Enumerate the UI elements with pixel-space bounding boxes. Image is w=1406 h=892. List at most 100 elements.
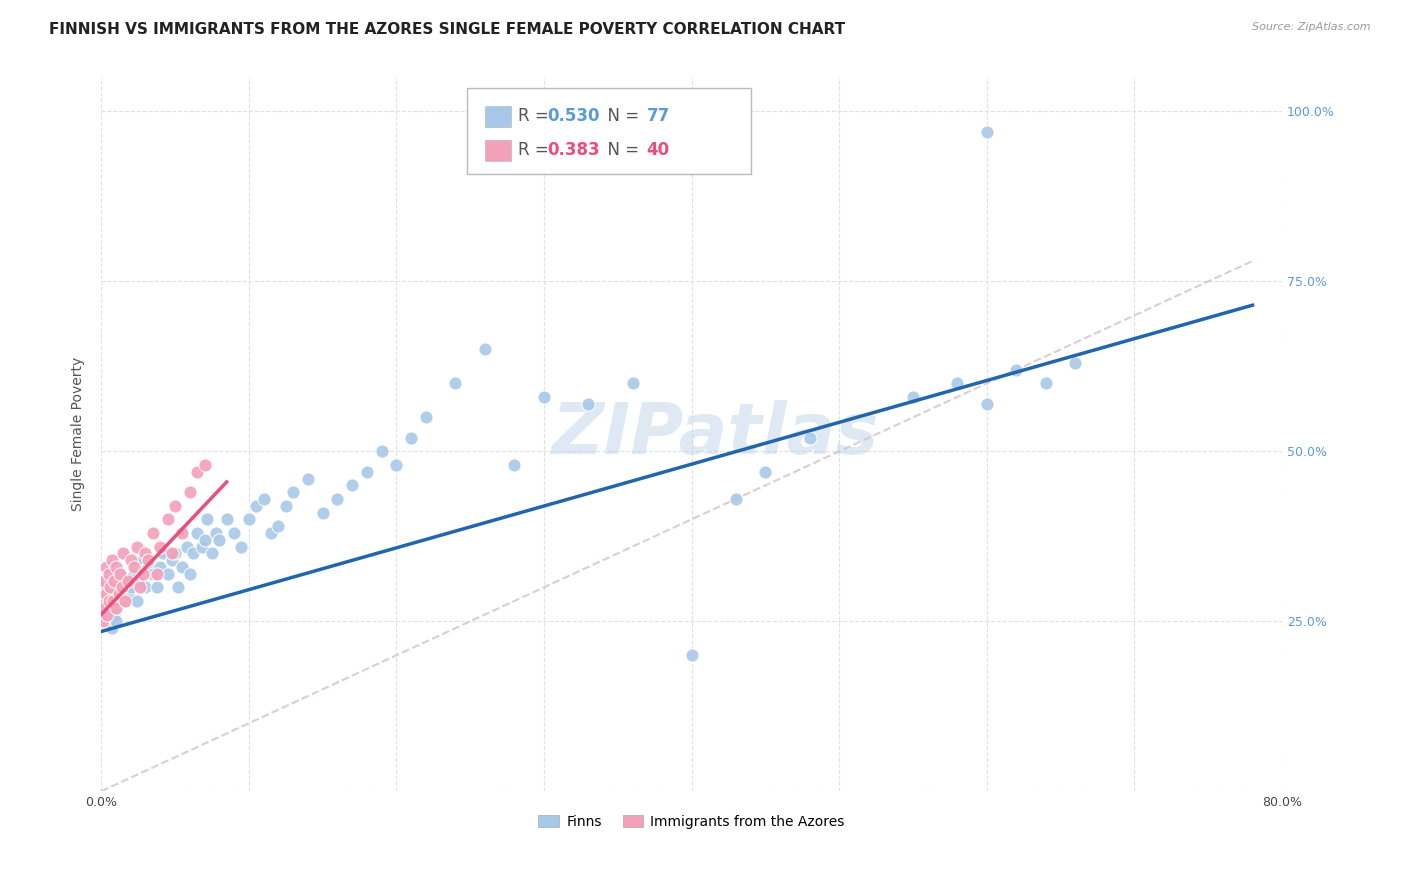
Text: 0.383: 0.383 — [547, 141, 600, 159]
Point — [503, 458, 526, 472]
Point — [238, 512, 260, 526]
Text: N =: N = — [598, 141, 644, 159]
Point — [1005, 363, 1028, 377]
Point — [97, 615, 120, 629]
Point — [97, 566, 120, 581]
Point — [104, 600, 127, 615]
Point — [245, 499, 267, 513]
Point — [111, 580, 134, 594]
Point — [190, 540, 212, 554]
Point — [93, 600, 115, 615]
Point — [163, 546, 186, 560]
Point — [108, 580, 131, 594]
Point — [533, 390, 555, 404]
Point — [98, 580, 121, 594]
Point — [197, 512, 219, 526]
Point — [179, 485, 201, 500]
Point — [125, 540, 148, 554]
Point — [186, 525, 208, 540]
Point — [96, 594, 118, 608]
Point — [252, 491, 274, 506]
Point — [100, 553, 122, 567]
Point — [176, 540, 198, 554]
Point — [120, 580, 142, 594]
FancyBboxPatch shape — [485, 106, 510, 128]
Point — [110, 566, 132, 581]
Point — [186, 465, 208, 479]
Point — [93, 600, 115, 615]
Point — [114, 594, 136, 608]
Point — [101, 594, 124, 608]
Point — [160, 546, 183, 560]
Point — [127, 574, 149, 588]
Point — [193, 458, 215, 472]
Point — [385, 458, 408, 472]
Point — [976, 397, 998, 411]
FancyBboxPatch shape — [485, 139, 510, 161]
Point — [356, 465, 378, 479]
FancyBboxPatch shape — [467, 88, 751, 174]
Point — [297, 471, 319, 485]
Point — [681, 648, 703, 663]
Point — [138, 553, 160, 567]
Point — [163, 499, 186, 513]
Point — [112, 546, 135, 560]
Point — [98, 600, 121, 615]
Point — [122, 560, 145, 574]
Point — [193, 533, 215, 547]
Point — [142, 525, 165, 540]
Point — [208, 533, 231, 547]
Point — [94, 607, 117, 622]
Point — [172, 525, 194, 540]
Point — [91, 615, 114, 629]
Text: Source: ZipAtlas.com: Source: ZipAtlas.com — [1253, 22, 1371, 32]
Point — [1064, 356, 1087, 370]
Point — [444, 376, 467, 391]
Point — [90, 600, 112, 615]
Point — [120, 553, 142, 567]
Text: R =: R = — [517, 141, 554, 159]
Point — [97, 594, 120, 608]
Point — [267, 519, 290, 533]
Point — [94, 560, 117, 574]
Point — [1035, 376, 1057, 391]
Point — [205, 525, 228, 540]
Point — [91, 594, 114, 608]
Point — [576, 397, 599, 411]
Point — [149, 540, 172, 554]
Text: N =: N = — [598, 107, 644, 125]
Point — [117, 587, 139, 601]
Point — [415, 410, 437, 425]
Point — [101, 594, 124, 608]
Point — [104, 587, 127, 601]
Point — [370, 444, 392, 458]
Point — [122, 566, 145, 581]
Point — [260, 525, 283, 540]
Point — [117, 574, 139, 588]
Text: R =: R = — [517, 107, 554, 125]
Point — [231, 540, 253, 554]
Point — [215, 512, 238, 526]
Point — [172, 560, 194, 574]
Text: 40: 40 — [647, 141, 669, 159]
Point — [152, 546, 174, 560]
Point — [108, 587, 131, 601]
Point — [114, 594, 136, 608]
Point — [179, 566, 201, 581]
Point — [90, 580, 112, 594]
Point — [201, 546, 224, 560]
Point — [134, 546, 156, 560]
Text: 77: 77 — [647, 107, 671, 125]
Point — [474, 343, 496, 357]
Point — [103, 607, 125, 622]
Point — [112, 574, 135, 588]
Point — [142, 566, 165, 581]
Point — [340, 478, 363, 492]
Text: ZIPatlas: ZIPatlas — [551, 400, 879, 469]
Point — [100, 621, 122, 635]
Point — [103, 574, 125, 588]
Point — [138, 560, 160, 574]
Point — [621, 376, 644, 391]
Point — [131, 566, 153, 581]
Point — [94, 587, 117, 601]
